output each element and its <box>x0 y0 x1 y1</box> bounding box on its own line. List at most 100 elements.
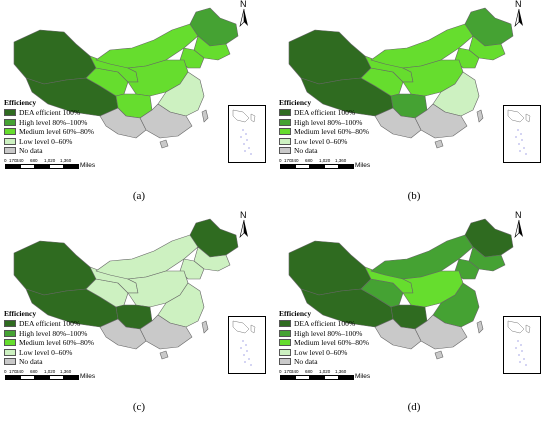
scale-tick-label: 170 <box>284 369 292 374</box>
scale-tick-label: 680 <box>305 369 313 374</box>
legend-label: Medium level 60%–80% <box>294 338 369 348</box>
region-southwest <box>99 107 147 139</box>
scale-bar-graphic <box>5 375 79 380</box>
scale-tick-label: 1,020 <box>319 158 331 163</box>
legend: Efficiency DEA efficient 100% High level … <box>4 309 154 367</box>
region-south <box>414 103 468 139</box>
legend-item: Low level 0–60% <box>279 137 429 147</box>
scale-tick-label: 170 <box>9 369 17 374</box>
legend-label: No data <box>19 357 43 367</box>
north-arrow: N <box>233 210 255 239</box>
legend-label: Low level 0–60% <box>19 136 73 146</box>
region-hainan <box>159 139 169 149</box>
legend-items: DEA efficient 100% High level 80%–100% Med… <box>279 108 429 156</box>
region-hainan <box>159 350 169 360</box>
legend-swatch <box>279 128 291 136</box>
legend-item: Low level 0–60% <box>279 348 429 358</box>
scale-tick-label: 1,360 <box>60 158 72 163</box>
north-letter: N <box>515 0 522 9</box>
scale-tick-labels: 0 170 340 680 1,020 1,360 <box>4 158 84 164</box>
scale-tick-label: 0 <box>4 158 7 163</box>
legend-swatch <box>4 339 16 347</box>
legend-item: High level 80%–100% <box>279 329 429 339</box>
scale-tick-label: 0 <box>279 369 282 374</box>
south-china-sea-inset <box>228 105 266 163</box>
scale-unit: Miles <box>355 162 371 169</box>
panel-caption: (b) <box>407 190 421 202</box>
scale-bar-graphic <box>280 375 354 380</box>
region-taiwan <box>201 320 209 334</box>
scale-tick-label: 680 <box>30 158 38 163</box>
scale-tick-label: 170 <box>284 158 292 163</box>
scale-tick-label: 0 <box>279 158 282 163</box>
north-arrow: N <box>508 210 530 239</box>
region-taiwan <box>201 109 209 123</box>
legend-item: No data <box>4 357 154 367</box>
legend-label: High level 80%–100% <box>294 117 363 127</box>
legend-swatch <box>279 329 291 337</box>
scale-unit: Miles <box>80 373 96 380</box>
scale-tick-labels: 0 170 340 680 1,020 1,360 <box>279 369 359 375</box>
scale-tick-label: 1,020 <box>44 369 56 374</box>
legend-label: High level 80%–100% <box>19 117 88 127</box>
north-arrow-icon <box>239 8 248 27</box>
legend-item: Medium level 60%–80% <box>4 127 154 137</box>
legend-item: Medium level 60%–80% <box>4 338 154 348</box>
panel-caption: (d) <box>407 401 421 413</box>
legend-title: Efficiency <box>4 98 37 107</box>
inset-map <box>507 320 531 366</box>
legend-swatch <box>4 137 16 145</box>
north-arrow: N <box>508 0 530 28</box>
legend-item: No data <box>4 146 154 156</box>
legend-item: Medium level 60%–80% <box>279 127 429 137</box>
scale-tick-label: 340 <box>16 369 24 374</box>
inset-map <box>507 109 531 155</box>
scale-tick-label: 1,360 <box>60 369 72 374</box>
legend-item: DEA efficient 100% <box>279 108 429 118</box>
map-panel-b: N Efficiency DEA efficient 100% High leve… <box>275 0 550 211</box>
scale-bar: 0 170 340 680 1,020 1,360 Miles <box>279 158 399 174</box>
north-arrow-icon <box>514 219 523 238</box>
legend-swatch <box>279 339 291 347</box>
legend-swatch <box>4 348 16 356</box>
legend-item: DEA efficient 100% <box>279 319 429 329</box>
legend-label: DEA efficient 100% <box>19 108 81 118</box>
scale-tick-label: 340 <box>291 369 299 374</box>
scale-tick-label: 0 <box>4 369 7 374</box>
legend-label: High level 80%–100% <box>294 328 363 338</box>
legend-label: DEA efficient 100% <box>19 319 81 329</box>
legend: Efficiency DEA efficient 100% High level … <box>4 98 154 156</box>
scale-bar: 0 170 340 680 1,020 1,360 Miles <box>4 369 124 385</box>
scale-unit: Miles <box>355 373 371 380</box>
legend-swatch <box>4 118 16 126</box>
panel-caption: (a) <box>132 190 146 202</box>
south-china-sea-inset <box>503 316 541 374</box>
map-panel-a: N Efficiency DEA efficient 100% High leve… <box>0 0 275 211</box>
region-xinjiang <box>288 240 372 296</box>
legend-item: High level 80%–100% <box>279 118 429 128</box>
scale-tick-label: 170 <box>9 158 17 163</box>
legend-item: DEA efficient 100% <box>4 108 154 118</box>
region-xinjiang <box>13 240 97 296</box>
scale-tick-label: 680 <box>30 369 38 374</box>
scale-tick-label: 1,020 <box>44 158 56 163</box>
legend-items: DEA efficient 100% High level 80%–100% Med… <box>279 319 429 367</box>
scale-bar-graphic <box>5 164 79 169</box>
region-xinjiang <box>288 29 372 85</box>
region-hainan <box>434 139 444 149</box>
panel-caption: (c) <box>132 401 146 413</box>
scale-tick-label: 1,360 <box>335 158 347 163</box>
legend-swatch <box>279 137 291 145</box>
region-southwest <box>374 318 422 350</box>
region-south <box>139 103 193 139</box>
legend: Efficiency DEA efficient 100% High level … <box>279 98 429 156</box>
legend-label: Low level 0–60% <box>19 347 73 357</box>
legend-label: Medium level 60%–80% <box>294 127 369 137</box>
legend-label: Low level 0–60% <box>294 347 348 357</box>
legend-item: No data <box>279 146 429 156</box>
scale-tick-labels: 0 170 340 680 1,020 1,360 <box>4 369 84 375</box>
legend-item: High level 80%–100% <box>4 329 154 339</box>
scale-tick-label: 340 <box>16 158 24 163</box>
legend-swatch <box>279 358 291 366</box>
legend-swatch <box>279 147 291 155</box>
